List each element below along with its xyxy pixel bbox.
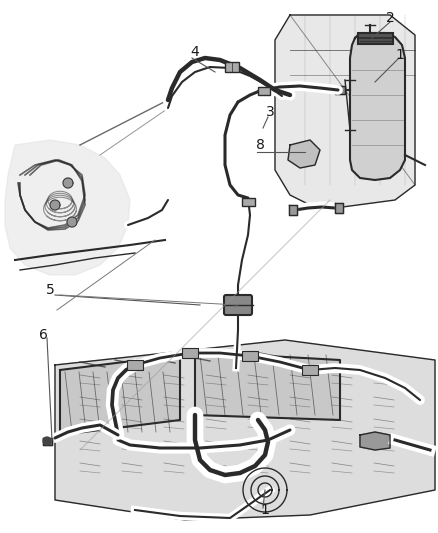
Polygon shape <box>242 198 255 206</box>
Polygon shape <box>288 140 320 168</box>
Bar <box>182 348 198 358</box>
Polygon shape <box>335 203 343 213</box>
Bar <box>302 365 318 375</box>
Polygon shape <box>43 437 51 445</box>
Text: 2: 2 <box>385 11 394 25</box>
Text: 1: 1 <box>396 48 404 62</box>
Polygon shape <box>358 33 393 44</box>
Polygon shape <box>195 352 340 420</box>
Polygon shape <box>60 355 180 435</box>
Polygon shape <box>360 432 390 450</box>
FancyBboxPatch shape <box>224 295 252 315</box>
Text: 8: 8 <box>255 138 265 152</box>
Polygon shape <box>55 340 435 520</box>
Text: 5: 5 <box>46 283 54 297</box>
Polygon shape <box>67 217 77 227</box>
Bar <box>127 360 143 370</box>
Bar <box>225 62 239 72</box>
Polygon shape <box>43 438 52 445</box>
Polygon shape <box>289 205 297 215</box>
Text: 6: 6 <box>39 328 47 342</box>
Polygon shape <box>50 200 60 210</box>
Polygon shape <box>335 86 345 94</box>
Polygon shape <box>63 178 73 188</box>
Text: 4: 4 <box>191 45 199 59</box>
Text: 1: 1 <box>261 503 269 517</box>
Polygon shape <box>5 140 130 275</box>
Bar <box>242 351 258 361</box>
Text: 3: 3 <box>265 105 274 119</box>
Bar <box>258 87 270 95</box>
Polygon shape <box>350 33 405 180</box>
Polygon shape <box>275 15 415 210</box>
